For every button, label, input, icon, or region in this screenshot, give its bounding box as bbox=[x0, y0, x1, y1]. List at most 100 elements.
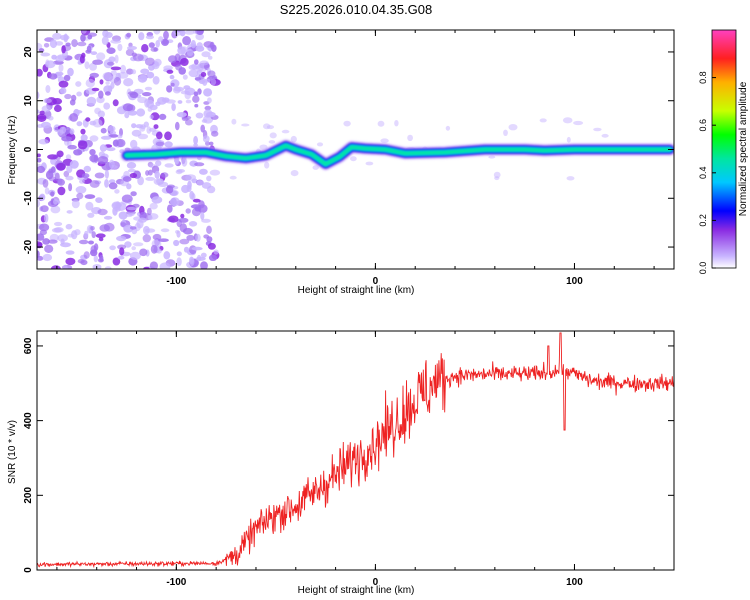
noise-blob bbox=[153, 178, 164, 186]
noise-blob bbox=[124, 241, 132, 248]
noise-blob bbox=[103, 85, 113, 94]
faint-blob bbox=[229, 175, 237, 180]
noise-blob bbox=[103, 215, 113, 220]
noise-blob bbox=[166, 69, 174, 74]
noise-blob bbox=[83, 165, 92, 173]
noise-blob bbox=[191, 246, 203, 251]
noise-blob bbox=[85, 117, 91, 122]
noise-blob bbox=[122, 176, 132, 182]
noise-blob bbox=[158, 238, 169, 242]
noise-blob bbox=[105, 81, 110, 85]
noise-blob bbox=[42, 179, 49, 188]
noise-blob bbox=[107, 125, 116, 132]
noise-blob bbox=[85, 201, 94, 211]
noise-blob bbox=[53, 227, 64, 233]
noise-blob bbox=[73, 149, 83, 156]
faint-blob bbox=[312, 165, 319, 170]
noise-blob bbox=[127, 110, 138, 116]
noise-blob bbox=[58, 80, 69, 88]
colorbar-tick-label: 0.6 bbox=[698, 119, 708, 132]
noise-blob bbox=[129, 226, 137, 230]
snr-xtick-label: -100 bbox=[166, 577, 186, 588]
noise-blob bbox=[129, 251, 141, 260]
noise-blob bbox=[69, 160, 79, 169]
noise-blob bbox=[184, 30, 195, 35]
noise-blob bbox=[145, 176, 156, 181]
noise-blob bbox=[164, 163, 174, 168]
noise-blob bbox=[202, 135, 210, 143]
noise-blob bbox=[56, 162, 66, 171]
noise-blob bbox=[71, 39, 78, 48]
noise-blob bbox=[164, 131, 172, 141]
noise-blob bbox=[103, 222, 115, 232]
noise-blob bbox=[130, 191, 137, 197]
noise-blob bbox=[156, 131, 163, 140]
noise-blob bbox=[127, 168, 136, 173]
spec-ytick-label: -10 bbox=[23, 191, 34, 206]
noise-blob bbox=[117, 255, 125, 260]
noise-blob bbox=[123, 78, 134, 87]
noise-blob bbox=[81, 30, 87, 34]
noise-blob bbox=[98, 237, 104, 242]
noise-blob bbox=[122, 103, 134, 112]
noise-blob bbox=[203, 88, 213, 97]
noise-blob bbox=[163, 30, 169, 40]
noise-blob bbox=[37, 153, 41, 158]
spectrogram-xlabel: Height of straight line (km) bbox=[298, 285, 415, 296]
spec-ytick-label: -20 bbox=[23, 239, 34, 254]
noise-blob bbox=[132, 203, 140, 208]
noise-blob bbox=[152, 233, 162, 241]
noise-blob bbox=[38, 138, 49, 145]
faint-blob bbox=[493, 171, 501, 179]
faint-blob bbox=[269, 132, 277, 139]
noise-blob bbox=[183, 85, 191, 90]
snr-axes: -100 0 100 0 200 400 600 bbox=[23, 331, 674, 588]
noise-blob bbox=[40, 205, 49, 213]
noise-blob bbox=[108, 182, 118, 190]
noise-blob bbox=[44, 244, 54, 253]
snr-panel: -100 0 100 0 200 400 600 Height of straight li… bbox=[7, 330, 675, 596]
noise-blob bbox=[153, 124, 159, 129]
noise-blob bbox=[150, 244, 158, 254]
faint-blob bbox=[350, 156, 357, 162]
noise-blob bbox=[196, 30, 204, 36]
noise-blob bbox=[57, 234, 68, 242]
noise-blob bbox=[119, 128, 123, 137]
noise-blob bbox=[159, 262, 171, 269]
noise-blob bbox=[190, 40, 196, 49]
noise-blob bbox=[180, 213, 185, 219]
noise-blob bbox=[206, 111, 216, 118]
snr-ytick-label: 600 bbox=[23, 337, 34, 354]
noise-blob bbox=[76, 91, 82, 97]
faint-blob bbox=[281, 129, 290, 134]
noise-blob bbox=[142, 92, 152, 97]
noise-blob bbox=[200, 211, 205, 221]
noise-blob bbox=[114, 189, 120, 194]
noise-blob bbox=[85, 78, 96, 88]
noise-blob bbox=[89, 120, 97, 126]
noise-blob bbox=[116, 139, 126, 148]
noise-blob bbox=[39, 229, 48, 236]
noise-blob bbox=[75, 81, 82, 87]
faint-blob bbox=[566, 136, 571, 143]
noise-blob bbox=[54, 221, 63, 227]
noise-blob bbox=[126, 162, 137, 169]
noise-blob bbox=[86, 96, 97, 106]
noise-blob bbox=[37, 199, 41, 208]
snr-ytick-label: 0 bbox=[23, 567, 34, 573]
noise-blob bbox=[77, 259, 85, 264]
colorbar-tick-label: 0.4 bbox=[698, 167, 708, 180]
noise-blob bbox=[96, 52, 106, 61]
noise-blob bbox=[61, 126, 67, 134]
noise-blob bbox=[201, 119, 208, 123]
noise-blob bbox=[37, 91, 40, 100]
noise-blob bbox=[39, 193, 46, 201]
noise-blob bbox=[158, 36, 164, 42]
noise-blob bbox=[88, 240, 94, 245]
noise-blob bbox=[149, 202, 158, 210]
noise-blob bbox=[176, 112, 187, 118]
noise-blob bbox=[110, 39, 122, 44]
noise-blob bbox=[164, 141, 173, 148]
noise-blob bbox=[65, 257, 76, 266]
noise-blob bbox=[166, 85, 173, 93]
